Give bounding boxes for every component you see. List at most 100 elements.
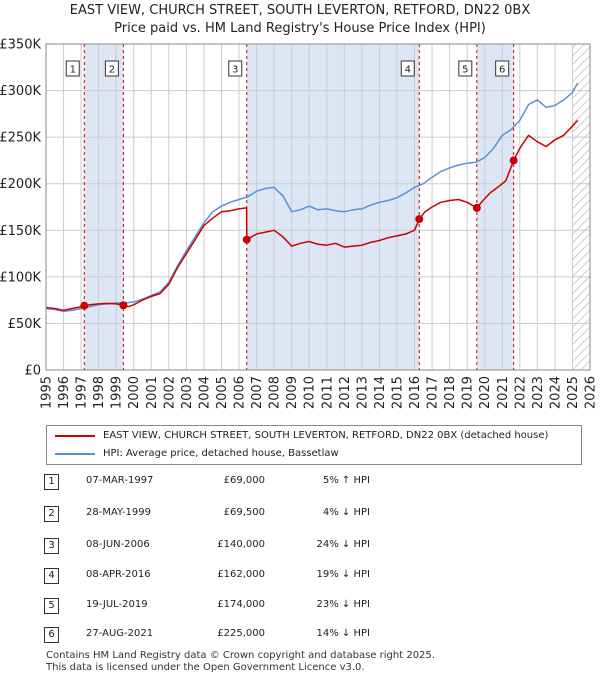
x-tick-label: 2001 (145, 376, 160, 409)
sale-row: 1 07-MAR-1997 £69,000 5% ↑ HPI (0, 470, 600, 498)
legend-item-hpi: HPI: Average price, detached house, Bass… (47, 445, 581, 463)
sale-hpi-diff: 24% ↓ HPI (316, 539, 370, 550)
sale-number: 5 (44, 598, 59, 614)
y-tick-label: £300K (0, 84, 41, 99)
x-tick-label: 2011 (320, 376, 335, 409)
x-tick-label: 2013 (355, 376, 370, 409)
sale-date: 08-APR-2016 (86, 569, 151, 580)
sale-hpi-diff: 23% ↓ HPI (316, 599, 370, 610)
sale-number: 3 (44, 538, 59, 554)
sale-point (509, 156, 518, 165)
sale-point (415, 215, 424, 224)
sale-hpi-diff: 5% ↑ HPI (322, 475, 370, 486)
sale-row: 2 28-MAY-1999 £69,500 4% ↓ HPI (0, 502, 600, 530)
x-tick-label: 2022 (513, 376, 528, 409)
legend: EAST VIEW, CHURCH STREET, SOUTH LEVERTON… (46, 425, 582, 465)
sale-label: 5 (462, 65, 468, 76)
chart-title-line2: Price paid vs. HM Land Registry's House … (114, 21, 486, 36)
shaded-period (246, 44, 420, 370)
sale-point (119, 301, 128, 310)
x-tick-label: 2010 (303, 376, 318, 409)
sale-date: 27-AUG-2021 (86, 628, 154, 639)
forecast-hatch (572, 44, 590, 370)
x-tick-label: 2003 (180, 376, 195, 409)
sale-date: 28-MAY-1999 (86, 507, 152, 518)
legend-item-property: EAST VIEW, CHURCH STREET, SOUTH LEVERTON… (47, 427, 581, 445)
property-price-line (45, 119, 579, 312)
sale-price: £69,000 (223, 475, 265, 486)
sale-price: £174,000 (217, 599, 265, 610)
x-tick-label: 2018 (443, 376, 458, 409)
x-tick-label: 2009 (285, 376, 300, 409)
x-tick-label: 2007 (250, 376, 265, 409)
x-tick-label: 2026 (584, 376, 599, 409)
sale-price: £69,500 (223, 507, 265, 518)
x-tick-label: 2004 (197, 376, 212, 409)
x-tick-label: 2019 (461, 376, 476, 409)
x-tick-label: 2012 (338, 376, 353, 409)
y-tick-label: £0 (24, 364, 41, 379)
sale-row: 3 08-JUN-2006 £140,000 24% ↓ HPI (0, 534, 600, 562)
sale-label-box (65, 60, 80, 77)
y-tick-label: £50K (8, 317, 42, 332)
x-tick-label: 1997 (75, 376, 90, 409)
sale-label: 6 (499, 65, 505, 76)
footer-note: Contains HM Land Registry data © Crown c… (46, 650, 435, 674)
x-tick-label: 1995 (40, 376, 55, 409)
sale-label: 1 (70, 65, 76, 76)
hpi-line (45, 82, 579, 313)
x-tick-label: 2017 (426, 376, 441, 409)
sale-hpi-diff: 14% ↓ HPI (316, 628, 370, 639)
x-tick-label: 2015 (391, 376, 406, 409)
sale-row: 5 19-JUL-2019 £174,000 23% ↓ HPI (0, 594, 600, 622)
sale-label: 4 (405, 65, 411, 76)
y-tick-label: £250K (0, 131, 41, 146)
x-tick-label: 2006 (233, 376, 248, 409)
x-tick-label: 2000 (127, 376, 142, 409)
sale-row: 4 08-APR-2016 £162,000 19% ↓ HPI (0, 564, 600, 592)
sale-label-box (104, 60, 119, 77)
sale-label-box (495, 60, 510, 77)
x-tick-label: 2024 (548, 376, 563, 409)
price-chart: 1 2 3 4 5 6 £0 £50K £100K £150K £200K £250K £300K £3… (0, 38, 599, 410)
x-tick-label: 2008 (268, 376, 283, 409)
x-tick-label: 2016 (408, 376, 423, 409)
x-tick-label: 2020 (478, 376, 493, 409)
legend-swatch-property (55, 435, 95, 437)
sale-row: 6 27-AUG-2021 £225,000 14% ↓ HPI (0, 623, 600, 651)
x-tick-label: 1999 (110, 376, 125, 409)
sale-label: 2 (109, 65, 115, 76)
sale-price: £140,000 (217, 539, 265, 550)
shaded-period (84, 44, 124, 370)
sale-price: £225,000 (217, 628, 265, 639)
sale-hpi-diff: 19% ↓ HPI (316, 569, 370, 580)
x-tick-label: 2025 (566, 376, 581, 409)
y-tick-label: £100K (0, 270, 41, 285)
legend-label-property: EAST VIEW, CHURCH STREET, SOUTH LEVERTON… (103, 430, 549, 441)
sale-hpi-diff: 4% ↓ HPI (322, 507, 370, 518)
sale-number: 1 (44, 474, 59, 490)
footer-copyright: Contains HM Land Registry data © Crown c… (46, 650, 435, 661)
legend-label-hpi: HPI: Average price, detached house, Bass… (103, 448, 339, 459)
sale-number: 4 (44, 568, 59, 584)
footer-licence: This data is licensed under the Open Gov… (46, 662, 365, 673)
plot-border (45, 43, 591, 371)
x-tick-label: 2005 (215, 376, 230, 409)
y-tick-label: £200K (0, 177, 41, 192)
sale-number: 6 (44, 627, 59, 643)
x-tick-label: 1998 (92, 376, 107, 409)
sale-date: 08-JUN-2006 (86, 539, 150, 550)
sale-price: £162,000 (217, 569, 265, 580)
sale-point (472, 203, 481, 212)
legend-swatch-hpi (55, 453, 95, 455)
chart-title-line1: EAST VIEW, CHURCH STREET, SOUTH LEVERTON… (69, 3, 531, 18)
x-tick-label: 2021 (496, 376, 511, 409)
shaded-period (476, 44, 514, 370)
sale-date: 07-MAR-1997 (86, 475, 154, 486)
sale-point (242, 235, 251, 244)
x-tick-label: 1996 (57, 376, 72, 409)
sale-label-box (228, 60, 243, 77)
sale-number: 2 (44, 506, 59, 522)
x-tick-label: 2023 (531, 376, 546, 409)
sale-date: 19-JUL-2019 (86, 599, 148, 610)
